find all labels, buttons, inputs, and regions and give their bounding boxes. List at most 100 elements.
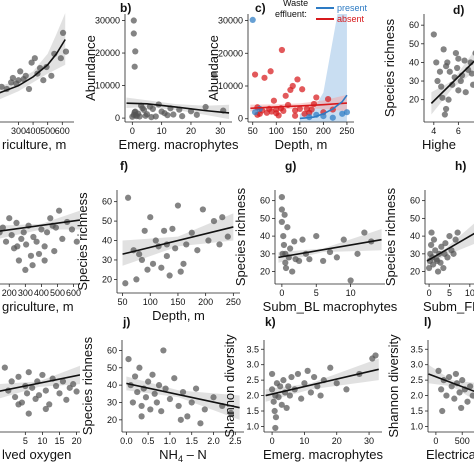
data-point	[442, 240, 449, 247]
y-tick-label: 20	[260, 267, 270, 277]
plot-area	[122, 194, 234, 287]
y-tick-label: 30	[409, 76, 419, 86]
data-point	[446, 233, 453, 240]
data-point	[17, 68, 24, 75]
data-point	[152, 237, 159, 244]
y-tick-label: 3.0	[246, 360, 259, 370]
x-tick-label: 50	[248, 126, 258, 136]
x-tick-label: 10	[157, 126, 167, 136]
data-point	[298, 395, 305, 402]
data-point	[41, 243, 48, 250]
y-tick-label: 2.5	[246, 375, 259, 385]
data-point	[201, 406, 208, 413]
data-point	[166, 395, 174, 403]
data-point	[29, 384, 36, 391]
data-point	[317, 392, 324, 399]
data-point	[286, 392, 293, 399]
data-point-absent	[268, 108, 275, 115]
data-point	[192, 385, 200, 392]
data-point	[149, 260, 157, 267]
data-point	[179, 113, 186, 120]
chart-panel: 0 5 10 20 30 40 50 60 Subm_BL macrophytes Species…	[233, 159, 398, 314]
data-point	[9, 74, 17, 82]
x-tick-label: 400	[34, 288, 49, 298]
panel-label: d)	[453, 3, 464, 17]
data-point	[333, 380, 340, 387]
y-tick-label: 0	[238, 114, 243, 124]
plot-area	[278, 193, 382, 284]
fit-line	[0, 39, 66, 94]
data-point	[280, 233, 287, 240]
legend-label-absent: absent	[337, 14, 365, 24]
x-axis-label: Subm_FDL	[423, 299, 474, 314]
data-point	[436, 68, 444, 75]
data-point	[1, 364, 8, 371]
y-tick-label: 40	[409, 57, 419, 67]
data-point-absent	[294, 76, 301, 83]
y-tick-label: 20000	[95, 48, 120, 58]
data-point	[138, 413, 145, 420]
data-point	[282, 259, 289, 266]
data-point	[29, 262, 36, 269]
x-axis-label: lved oxygen	[2, 447, 71, 462]
data-point	[18, 235, 25, 242]
data-point	[446, 68, 453, 75]
data-point	[20, 229, 27, 236]
x-tick-label: 5	[23, 436, 28, 446]
data-point	[59, 29, 67, 36]
x-tick-label: 150	[292, 126, 307, 136]
data-point	[35, 392, 43, 399]
data-point	[440, 264, 447, 272]
fit-line	[126, 382, 240, 409]
x-tick-label: 250	[339, 126, 354, 136]
data-point	[433, 256, 440, 263]
data-point	[136, 364, 143, 371]
data-point	[450, 250, 457, 257]
x-tick-label: 600	[66, 288, 81, 298]
x-tick-label: 200	[2, 288, 17, 298]
data-point	[304, 367, 311, 374]
plot-area	[126, 17, 230, 121]
data-point	[160, 227, 168, 234]
x-tick-label: 300	[11, 126, 26, 136]
fit-line	[0, 374, 80, 392]
data-point	[288, 373, 295, 381]
data-point	[268, 386, 276, 393]
legend-title: Waste	[283, 0, 308, 8]
data-point	[22, 72, 29, 79]
y-tick-label: 20	[410, 267, 420, 277]
y-tick-label: 2.5	[410, 375, 423, 385]
data-point	[277, 383, 284, 390]
data-point	[452, 370, 459, 378]
data-point	[43, 229, 51, 236]
x-tick-label: 100	[143, 297, 158, 307]
data-point	[25, 410, 32, 417]
x-tick-label: 0	[427, 288, 432, 298]
data-point	[142, 112, 149, 119]
data-point	[285, 383, 292, 390]
x-tick-label: 500	[40, 126, 55, 136]
x-tick-label: 500	[50, 288, 65, 298]
y-tick-label: 20	[409, 95, 419, 105]
data-point	[48, 72, 55, 79]
data-point	[272, 424, 279, 432]
y-tick-label: 30000	[218, 16, 243, 26]
data-point	[438, 243, 445, 250]
data-point	[148, 114, 155, 121]
data-point-present	[251, 109, 259, 116]
panel-label: g)	[285, 159, 296, 173]
data-point	[138, 256, 146, 264]
panel-label: l)	[424, 315, 431, 329]
data-point-absent	[273, 110, 280, 117]
data-point	[441, 111, 448, 118]
data-point	[459, 377, 466, 384]
data-point	[149, 105, 156, 113]
data-point	[130, 30, 137, 37]
data-point	[68, 226, 76, 233]
y-tick-label: 20	[102, 274, 112, 284]
y-axis-label: Shannon diversity	[222, 334, 237, 438]
y-tick-label: 50	[409, 39, 419, 49]
data-point	[434, 77, 441, 85]
